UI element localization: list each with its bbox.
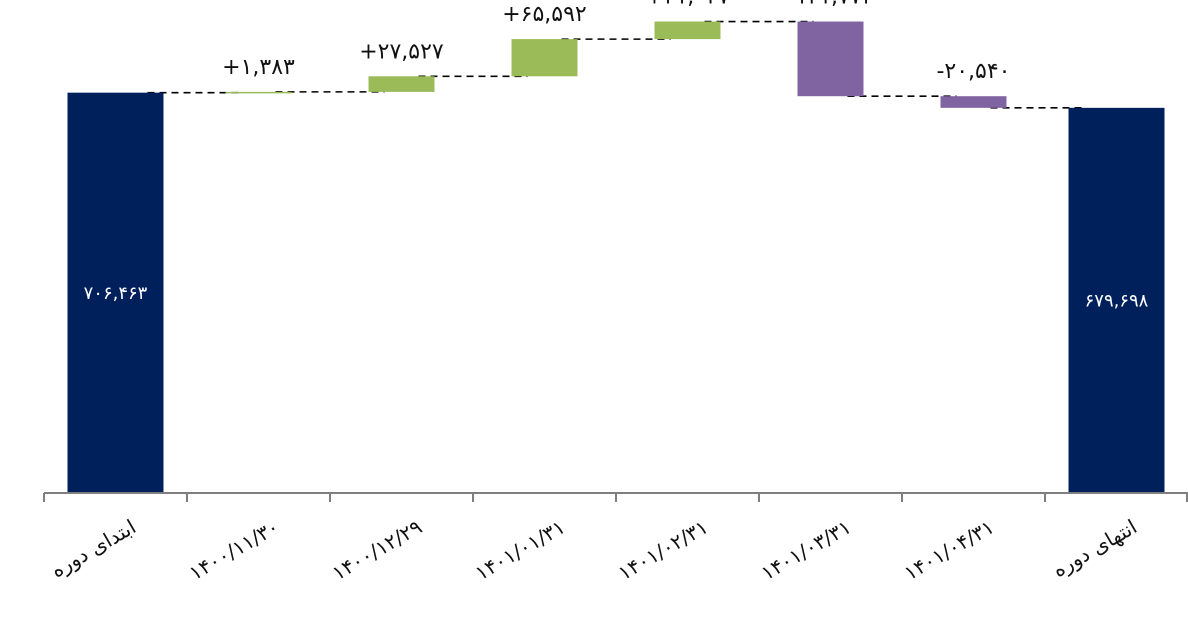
decrease-bar bbox=[940, 96, 1007, 108]
increase-bar bbox=[368, 76, 435, 92]
bar-value-label: +۱,۳۸۳ bbox=[222, 55, 295, 80]
x-tick-label: ۱۴۰۱/۰۳/۳۱ bbox=[757, 515, 855, 585]
increase-bar bbox=[654, 21, 721, 40]
total-bar bbox=[1068, 107, 1165, 493]
x-tick-label: ۱۴۰۰/۱۱/۳۰ bbox=[185, 515, 283, 585]
bar-value-label: -۱۳۱,۷۷۴ bbox=[788, 0, 874, 10]
bar-value-label: +۶۵,۵۹۲ bbox=[502, 2, 587, 27]
x-tick-label: ۱۴۰۱/۰۴/۳۱ bbox=[900, 515, 998, 585]
bar-value-label: +۳۱,۰۴۷ bbox=[645, 0, 730, 10]
x-tick-label: ۱۴۰۰/۱۲/۲۹ bbox=[328, 515, 426, 585]
increase-bar bbox=[225, 91, 292, 94]
bar-value-label: ۶۷۹,۶۹۸ bbox=[1085, 290, 1149, 311]
x-tick-label: ابتدای دوره bbox=[47, 515, 140, 583]
decrease-bar bbox=[797, 21, 864, 97]
x-tick-label: ۱۴۰۱/۰۱/۳۱ bbox=[471, 515, 569, 585]
increase-bar bbox=[511, 39, 578, 77]
x-tick-label: ۱۴۰۱/۰۲/۳۱ bbox=[614, 515, 712, 585]
x-tick-label: انتهای دوره bbox=[1048, 515, 1141, 582]
bar-value-label: -۲۰,۵۴۰ bbox=[936, 59, 1010, 84]
total-bar bbox=[67, 92, 164, 494]
bar-value-label: +۲۷,۵۲۷ bbox=[359, 39, 444, 64]
bar-value-label: ۷۰۶,۴۶۳ bbox=[84, 283, 148, 304]
